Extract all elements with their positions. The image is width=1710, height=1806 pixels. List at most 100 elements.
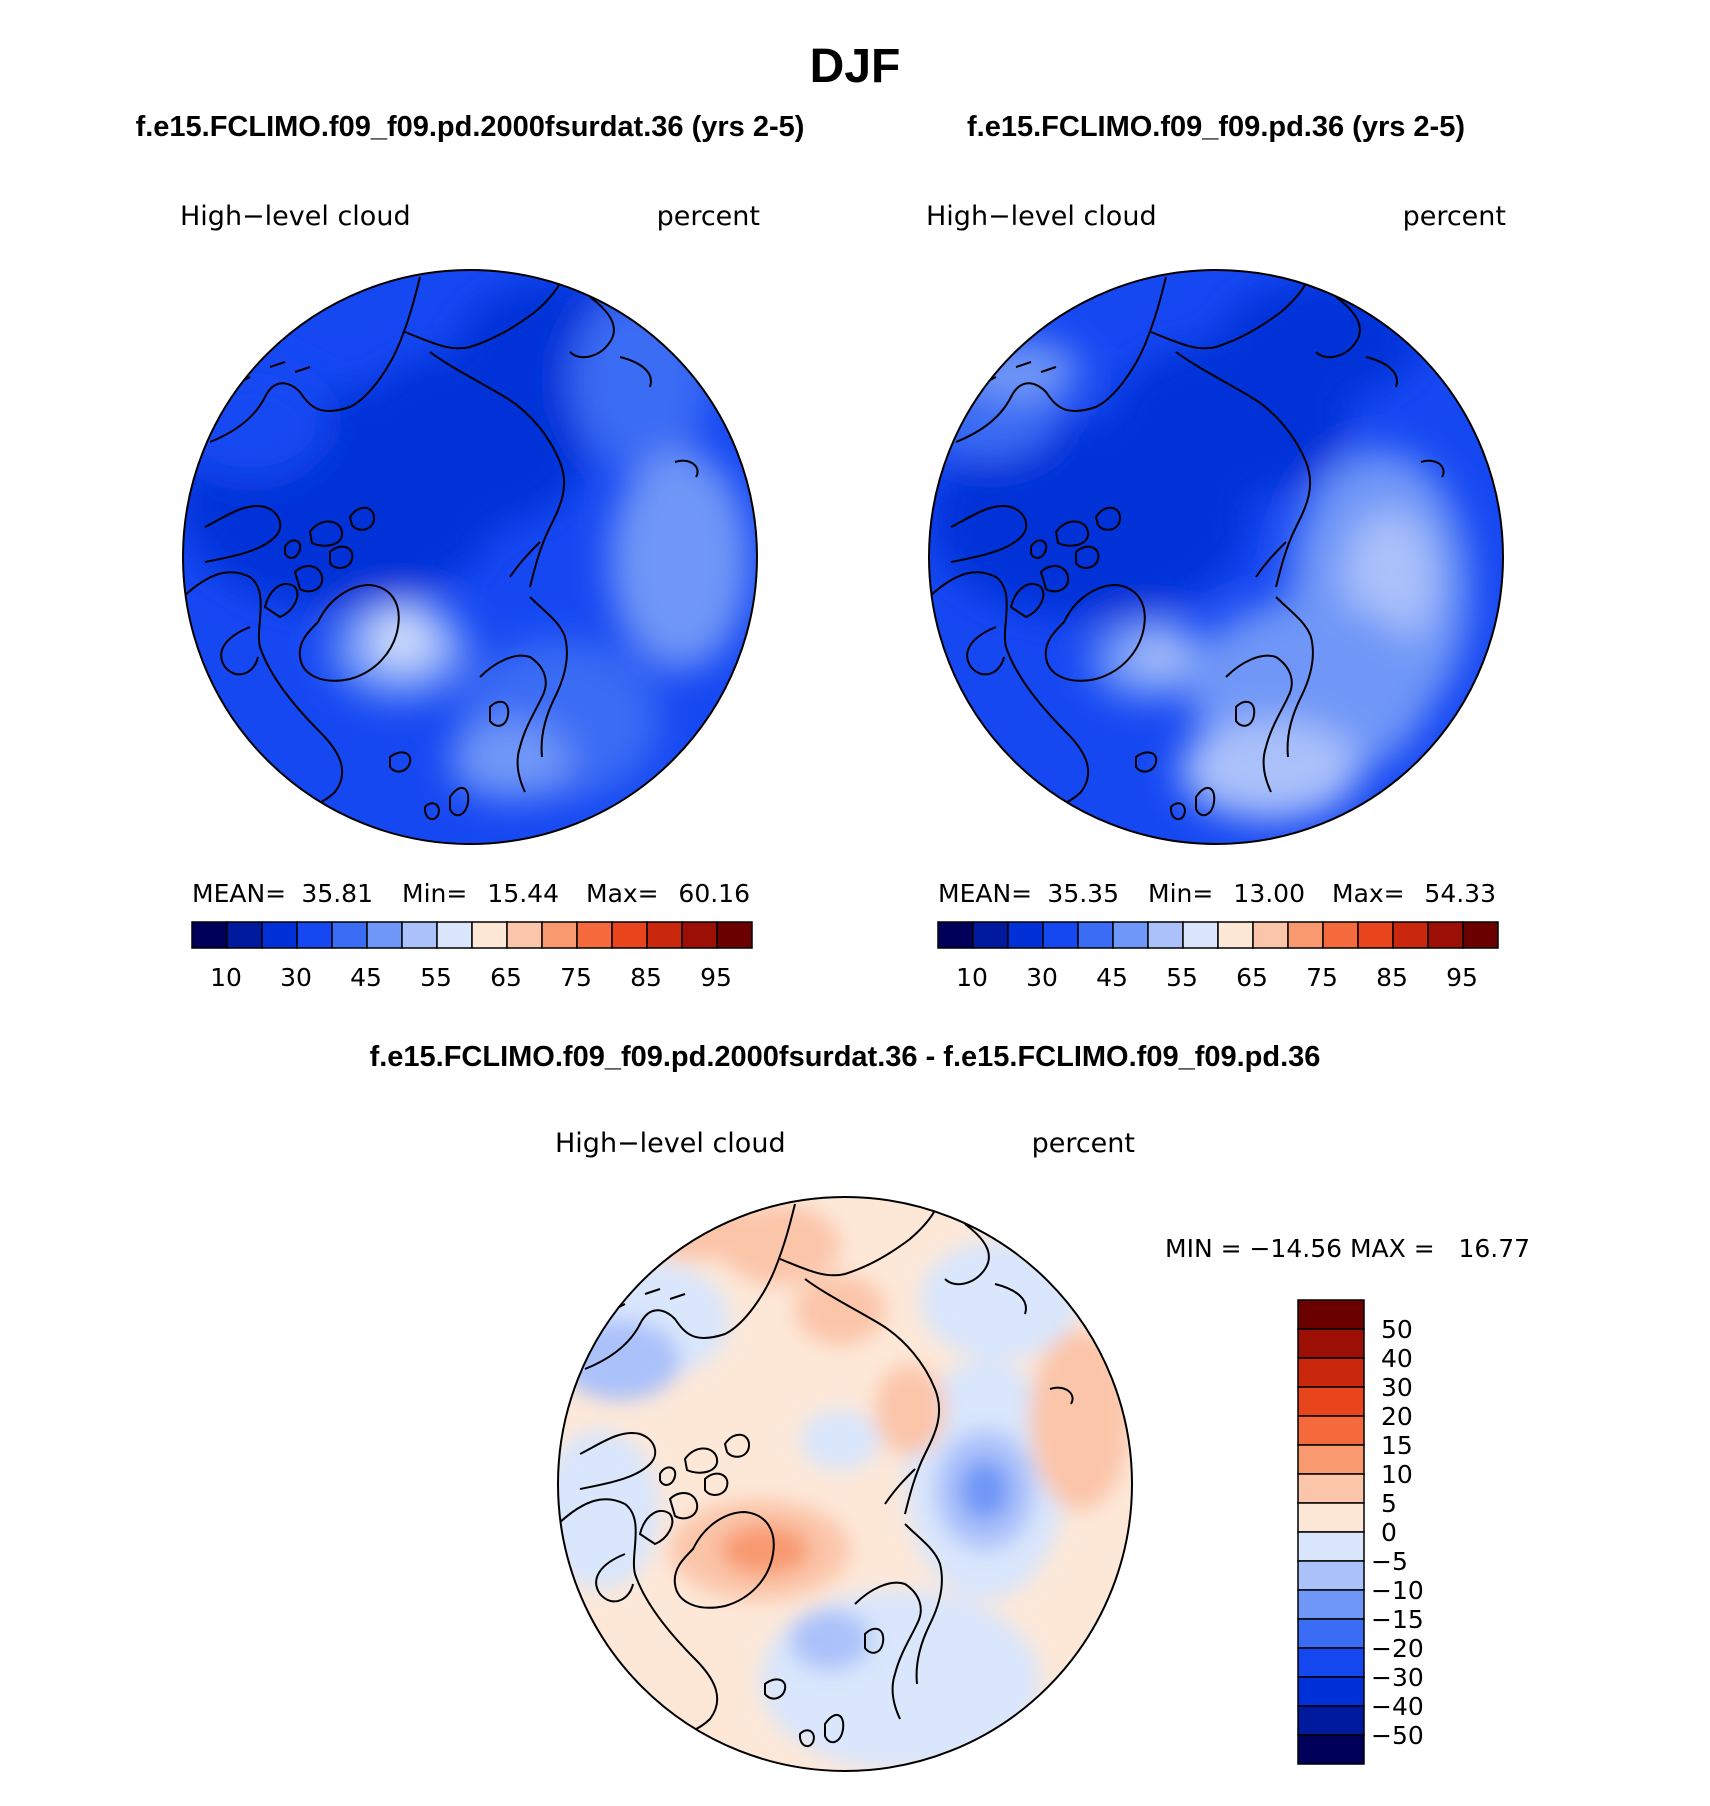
panel-b-colorbar-swatch bbox=[1322, 921, 1359, 949]
panel-b-tick: 65 bbox=[1236, 963, 1268, 992]
panel-diff-colorbar-ticks: 50 40 30 20 15 10 5 0 −5 −10 −15 −20 −30… bbox=[1371, 1315, 1424, 1750]
panel-a-colorbar-ticks: 10 30 45 55 65 75 85 95 bbox=[210, 963, 732, 992]
panel-a: f.e15.FCLIMO.f09_f09.pd.2000fsurdat.36 (… bbox=[136, 111, 805, 992]
panel-b-colorbar-swatch bbox=[1007, 921, 1044, 949]
panel-diff-colorbar-swatch bbox=[1297, 1618, 1365, 1649]
panel-b-mean-value: 35.35 bbox=[1047, 879, 1119, 908]
panel-diff-colorbar-swatch bbox=[1297, 1705, 1365, 1736]
panel-a-mean-value: 35.81 bbox=[301, 879, 373, 908]
panel-a-colorbar-swatch bbox=[541, 921, 578, 949]
panel-b-colorbar-swatch bbox=[972, 921, 1009, 949]
panel-diff-tick: 50 bbox=[1381, 1315, 1413, 1344]
panel-b-colorbar-ticks: 10 30 45 55 65 75 85 95 bbox=[956, 963, 1478, 992]
panel-diff-tick: −20 bbox=[1371, 1634, 1424, 1663]
panel-a-colorbar-swatch bbox=[576, 921, 613, 949]
panel-diff-colorbar-swatch bbox=[1297, 1589, 1365, 1620]
panel-b-colorbar-swatch bbox=[1427, 921, 1464, 949]
panel-diff-tick: −10 bbox=[1371, 1576, 1424, 1605]
panel-b-tick: 85 bbox=[1376, 963, 1408, 992]
panel-a-colorbar-swatch bbox=[611, 921, 648, 949]
panel-diff-tick: 10 bbox=[1381, 1460, 1413, 1489]
panel-diff-tick: −50 bbox=[1371, 1721, 1424, 1750]
panel-a-max-value: 60.16 bbox=[678, 879, 750, 908]
panel-diff-colorbar bbox=[1297, 1299, 1365, 1765]
panel-a-colorbar bbox=[191, 921, 753, 949]
panel-a-tick: 95 bbox=[700, 963, 732, 992]
panel-b-tick: 45 bbox=[1096, 963, 1128, 992]
panel-a-tick: 10 bbox=[210, 963, 242, 992]
panel-b-right-label: percent bbox=[1403, 201, 1506, 232]
panel-b-tick: 55 bbox=[1166, 963, 1198, 992]
panel-b: f.e15.FCLIMO.f09_f09.pd.36 (yrs 2-5) Hig… bbox=[926, 111, 1506, 992]
panel-b-tick: 10 bbox=[956, 963, 988, 992]
panel-b-tick: 75 bbox=[1306, 963, 1338, 992]
page-title: DJF bbox=[810, 40, 901, 93]
panel-b-tick: 95 bbox=[1446, 963, 1478, 992]
panel-a-colorbar-swatch bbox=[401, 921, 438, 949]
panel-diff-colorbar-swatch bbox=[1297, 1357, 1365, 1388]
panel-diff-colorbar-swatch bbox=[1297, 1299, 1365, 1330]
panel-b-colorbar-swatch bbox=[1287, 921, 1324, 949]
panel-diff-colorbar-swatch bbox=[1297, 1647, 1365, 1678]
panel-diff-tick: 30 bbox=[1381, 1373, 1413, 1402]
panel-b-colorbar-swatch bbox=[937, 921, 974, 949]
panel-a-left-label: High−level cloud bbox=[180, 201, 411, 232]
panel-diff-tick: 15 bbox=[1381, 1431, 1413, 1460]
panel-a-colorbar-swatch bbox=[296, 921, 333, 949]
panel-a-map bbox=[183, 270, 757, 844]
panel-a-tick: 85 bbox=[630, 963, 662, 992]
panel-a-colorbar-swatch bbox=[716, 921, 753, 949]
panel-b-colorbar-swatch bbox=[1462, 921, 1499, 949]
panel-diff-colorbar-swatch bbox=[1297, 1676, 1365, 1707]
panel-a-colorbar-swatch bbox=[506, 921, 543, 949]
panel-b-colorbar bbox=[937, 921, 1499, 949]
panel-a-map-border bbox=[182, 269, 758, 845]
panel-b-min-value: 13.00 bbox=[1233, 879, 1305, 908]
panel-diff-tick: −40 bbox=[1371, 1692, 1424, 1721]
panel-a-mean-label: MEAN= bbox=[192, 879, 286, 908]
panel-diff-tick: 20 bbox=[1381, 1402, 1413, 1431]
panel-b-colorbar-swatch bbox=[1182, 921, 1219, 949]
panel-a-title: f.e15.FCLIMO.f09_f09.pd.2000fsurdat.36 (… bbox=[136, 111, 805, 143]
panel-b-map bbox=[929, 270, 1503, 844]
panel-a-colorbar-swatch bbox=[646, 921, 683, 949]
panel-diff-colorbar-swatch bbox=[1297, 1734, 1365, 1765]
panel-b-colorbar-swatch bbox=[1077, 921, 1114, 949]
panel-a-colorbar-swatch bbox=[471, 921, 508, 949]
panel-diff-tick: 0 bbox=[1381, 1518, 1397, 1547]
panel-b-min-label: Min= bbox=[1148, 879, 1213, 908]
panel-b-max-value: 54.33 bbox=[1424, 879, 1496, 908]
panel-diff-colorbar-swatch bbox=[1297, 1531, 1365, 1562]
panel-b-mean-label: MEAN= bbox=[938, 879, 1032, 908]
panel-diff-tick: 40 bbox=[1381, 1344, 1413, 1373]
panel-b-colorbar-swatch bbox=[1112, 921, 1149, 949]
panel-a-max-label: Max= bbox=[586, 879, 659, 908]
panel-b-title: f.e15.FCLIMO.f09_f09.pd.36 (yrs 2-5) bbox=[967, 111, 1465, 143]
panel-b-colorbar-swatch bbox=[1147, 921, 1184, 949]
panel-diff-colorbar-swatch bbox=[1297, 1415, 1365, 1446]
panel-diff-minmax: MIN = −14.56 MAX = 16.77 bbox=[1165, 1234, 1530, 1263]
panel-diff-colorbar-swatch bbox=[1297, 1328, 1365, 1359]
panel-a-tick: 75 bbox=[560, 963, 592, 992]
panel-diff-tick: −15 bbox=[1371, 1605, 1424, 1634]
panel-diff-map-border bbox=[557, 1196, 1133, 1772]
panel-b-colorbar-swatch bbox=[1392, 921, 1429, 949]
panel-a-right-label: percent bbox=[657, 201, 760, 232]
panel-diff-tick: 5 bbox=[1381, 1489, 1397, 1518]
panel-diff-colorbar-swatch bbox=[1297, 1502, 1365, 1533]
panel-a-tick: 55 bbox=[420, 963, 452, 992]
panel-b-left-label: High−level cloud bbox=[926, 201, 1157, 232]
panel-diff-title: f.e15.FCLIMO.f09_f09.pd.2000fsurdat.36 -… bbox=[370, 1041, 1321, 1073]
panel-diff-colorbar-swatch bbox=[1297, 1386, 1365, 1417]
panel-b-tick: 30 bbox=[1026, 963, 1058, 992]
panel-a-colorbar-swatch bbox=[191, 921, 228, 949]
panel-a-colorbar-swatch bbox=[331, 921, 368, 949]
panel-diff: f.e15.FCLIMO.f09_f09.pd.2000fsurdat.36 -… bbox=[370, 1041, 1530, 1772]
panel-diff-colorbar-swatch bbox=[1297, 1473, 1365, 1504]
panel-a-min-value: 15.44 bbox=[487, 879, 559, 908]
panel-diff-tick: −30 bbox=[1371, 1663, 1424, 1692]
panel-a-colorbar-swatch bbox=[261, 921, 298, 949]
panel-diff-map bbox=[558, 1197, 1132, 1771]
panel-a-min-label: Min= bbox=[402, 879, 467, 908]
